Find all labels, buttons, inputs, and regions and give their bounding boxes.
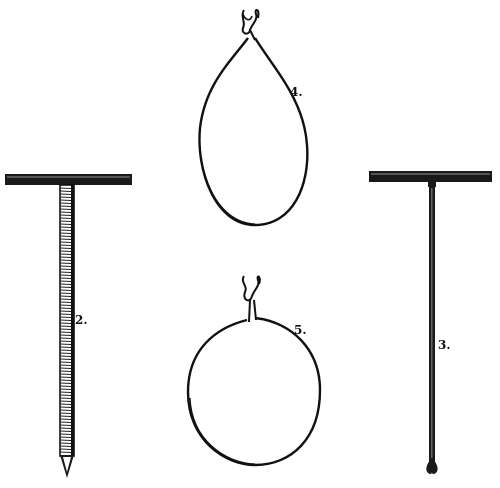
t-bar-highlight: [371, 173, 490, 175]
teardrop-outline: [198, 37, 309, 227]
t-bar: [5, 174, 132, 185]
ridged-shaft: [59, 184, 75, 457]
shaft-shade: [71, 185, 74, 456]
t-bar-neck: [428, 180, 436, 187]
t-bar: [369, 171, 492, 182]
t-bar-highlight: [7, 176, 130, 178]
figure-5-round-loop: 5.: [186, 275, 322, 467]
round-knot: [241, 275, 261, 323]
teardrop-knot: [241, 8, 260, 41]
figure-2-ridged-t-pin: 2.: [5, 174, 132, 478]
figure-5-label: 5.: [294, 323, 307, 337]
figure-4-label: 4.: [290, 85, 303, 99]
figure-4-teardrop-loop: 4.: [198, 8, 309, 227]
shaft-eye: [426, 458, 438, 475]
figure-2-label: 2.: [75, 313, 88, 327]
figure-3-label: 3.: [438, 338, 451, 352]
round-outline: [186, 316, 322, 467]
figure-3-thin-t-pin: 3.: [369, 171, 492, 475]
